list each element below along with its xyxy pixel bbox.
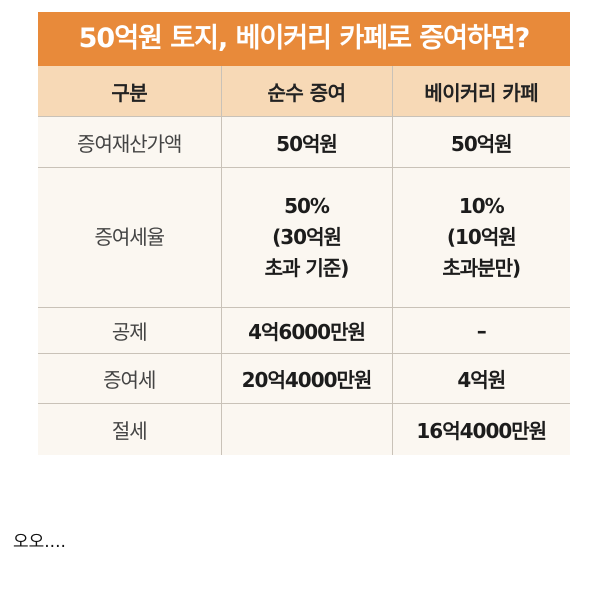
comparison-table: 구분 순수 증여 베이커리 카페 증여재산가액 50억원 50억원 증여세율 5… xyxy=(38,66,570,455)
bakery-cafe-value: 10% (10억원 초과분만) xyxy=(391,167,570,308)
table-row: 공제 4억6000만원 – xyxy=(38,307,570,354)
bakery-cafe-value: 50억원 xyxy=(391,116,570,168)
pure-gift-value: 50% (30억원 초과 기준) xyxy=(220,167,393,308)
table-row: 증여세 20억4000만원 4억원 xyxy=(38,353,570,404)
row-label: 공제 xyxy=(38,307,222,354)
value-line: 10% xyxy=(458,194,505,218)
row-label: 절세 xyxy=(38,403,222,455)
post-caption: 오오.... xyxy=(13,532,66,552)
value-line: (10억원 xyxy=(446,225,517,249)
pure-gift-value xyxy=(220,403,393,455)
table-row: 증여재산가액 50억원 50억원 xyxy=(38,116,570,168)
table-row: 증여세율 50% (30억원 초과 기준) 10% (10억원 초과분만) xyxy=(38,167,570,308)
value-line: 50% xyxy=(284,194,330,218)
header-pure-gift: 순수 증여 xyxy=(220,66,393,117)
pure-gift-value: 20억4000만원 xyxy=(220,353,393,404)
table-header-row: 구분 순수 증여 베이커리 카페 xyxy=(38,66,570,117)
row-label: 증여세 xyxy=(38,353,222,404)
table-row: 절세 16억4000만원 xyxy=(38,403,570,455)
bakery-cafe-value: 16억4000만원 xyxy=(391,403,570,455)
comparison-card: 50억원 토지, 베이커리 카페로 증여하면? 구분 순수 증여 베이커리 카페… xyxy=(38,12,570,455)
card-title: 50억원 토지, 베이커리 카페로 증여하면? xyxy=(38,12,570,66)
row-label: 증여재산가액 xyxy=(38,116,222,168)
bakery-cafe-value: 4억원 xyxy=(391,353,570,404)
bakery-cafe-value: – xyxy=(391,307,570,354)
header-category: 구분 xyxy=(38,66,222,117)
value-line: 초과 기준) xyxy=(264,256,350,280)
value-line: 초과분만) xyxy=(442,256,521,280)
row-label: 증여세율 xyxy=(38,167,222,308)
value-line: (30억원 xyxy=(272,225,342,249)
pure-gift-value: 4억6000만원 xyxy=(220,307,393,354)
pure-gift-value: 50억원 xyxy=(220,116,393,168)
header-bakery-cafe: 베이커리 카페 xyxy=(391,66,570,117)
